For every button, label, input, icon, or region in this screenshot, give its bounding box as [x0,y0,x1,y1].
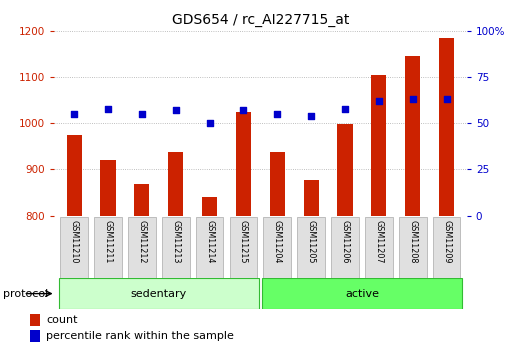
Point [138,111,146,117]
Text: GSM11208: GSM11208 [408,220,417,264]
Bar [67,135,82,216]
Bar [405,57,420,216]
FancyBboxPatch shape [229,217,258,278]
Text: GSM11204: GSM11204 [273,220,282,264]
Text: GSM11205: GSM11205 [307,220,315,264]
Text: GSM11214: GSM11214 [205,220,214,264]
Text: protocol: protocol [3,289,48,299]
Text: GSM11211: GSM11211 [104,220,112,264]
Point [206,121,214,126]
FancyBboxPatch shape [262,278,462,309]
Bar [101,160,115,216]
FancyBboxPatch shape [365,217,392,278]
FancyBboxPatch shape [94,217,122,278]
Text: GSM11215: GSM11215 [239,220,248,264]
Text: GSM11207: GSM11207 [374,220,383,264]
Point [240,108,248,113]
Text: GSM11206: GSM11206 [341,220,349,264]
FancyBboxPatch shape [331,217,359,278]
Bar [134,184,149,216]
Bar [168,152,183,216]
Text: active: active [345,289,379,298]
FancyBboxPatch shape [128,217,156,278]
Point [104,106,112,111]
Bar [304,180,319,216]
Point [307,113,315,119]
Text: count: count [46,315,78,325]
Bar [439,38,454,216]
FancyBboxPatch shape [432,217,460,278]
Point [70,111,78,117]
Point [172,108,180,113]
Text: percentile rank within the sample: percentile rank within the sample [46,331,234,341]
FancyBboxPatch shape [263,217,291,278]
Bar [338,124,352,216]
FancyBboxPatch shape [59,278,259,309]
Text: GSM11209: GSM11209 [442,220,451,264]
FancyBboxPatch shape [297,217,325,278]
Bar [371,75,386,216]
FancyBboxPatch shape [399,217,426,278]
Bar [30,330,41,342]
Point [341,106,349,111]
FancyBboxPatch shape [162,217,190,278]
Bar [236,112,251,216]
Text: GSM11212: GSM11212 [137,220,146,264]
Point [374,98,383,104]
Title: GDS654 / rc_AI227715_at: GDS654 / rc_AI227715_at [172,13,349,27]
FancyBboxPatch shape [61,217,88,278]
Text: GSM11213: GSM11213 [171,220,180,264]
Text: GSM11210: GSM11210 [70,220,78,264]
Bar [202,197,217,216]
Point [408,97,417,102]
Point [273,111,281,117]
Bar [30,314,41,326]
FancyBboxPatch shape [195,217,224,278]
Text: sedentary: sedentary [131,289,187,298]
Bar [270,152,285,216]
Point [442,97,450,102]
